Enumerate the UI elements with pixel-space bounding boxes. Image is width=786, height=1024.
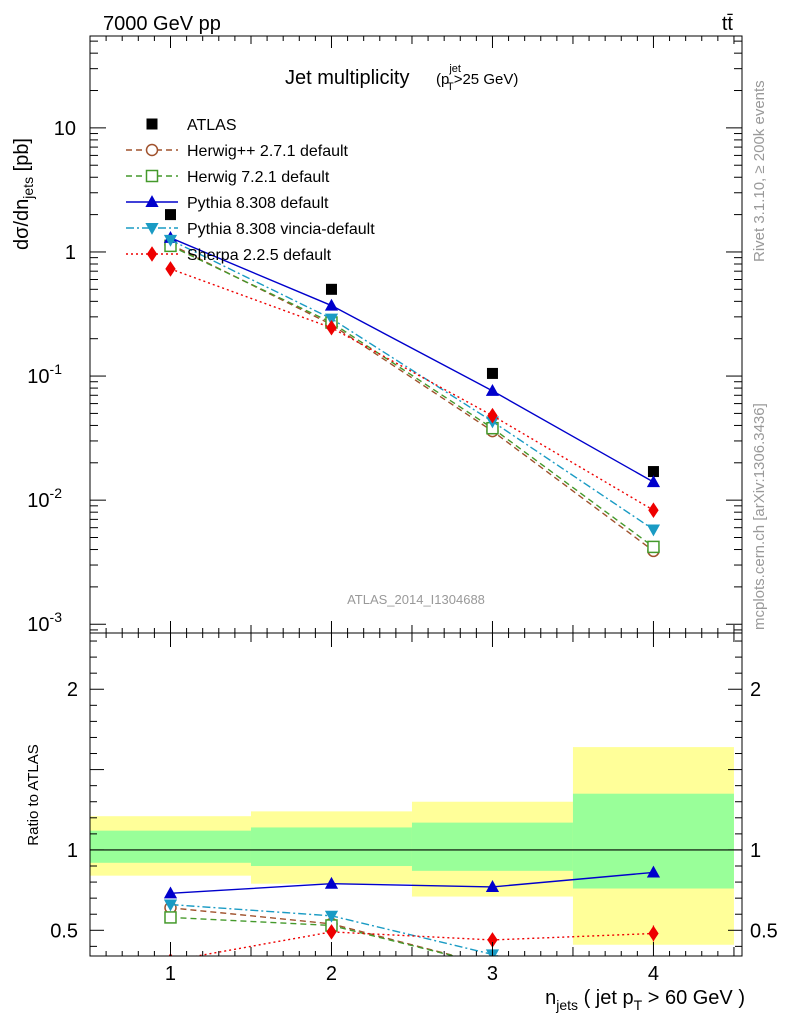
data-point <box>486 367 498 379</box>
legend-marker <box>146 118 158 130</box>
y-tick-label: 1 <box>65 242 76 264</box>
ratio-series-line <box>170 916 457 956</box>
legend-label: Herwig++ 2.7.1 default <box>187 143 349 160</box>
ratio-data-point <box>163 899 178 912</box>
mcplots-label: mcplots.cern.ch [arXiv:1306.3436] <box>751 403 768 630</box>
ratio-series-line <box>170 907 459 956</box>
title-suffix: (pjet T>25 GeV) <box>436 63 518 93</box>
series-line <box>170 237 654 483</box>
series-line <box>170 245 654 548</box>
legend-label: Herwig 7.2.1 default <box>187 169 330 186</box>
stat-uncertainty-band <box>250 827 412 867</box>
legend-marker <box>145 195 159 208</box>
x-axis-label: njets ( jet pT > 60 GeV ) <box>545 987 745 1013</box>
stat-uncertainty-band <box>411 822 573 871</box>
y-tick-label: 10-2 <box>27 485 62 512</box>
ratio-data-point <box>164 911 177 924</box>
ratio-y-tick-label: 1 <box>67 840 78 862</box>
series-line <box>170 239 654 531</box>
data-point <box>325 283 337 295</box>
legend-marker <box>146 246 158 262</box>
rivet-label: Rivet 3.1.10, ≥ 200k events <box>751 80 768 262</box>
data-point <box>164 209 176 221</box>
data-point <box>326 319 337 336</box>
legend-marker <box>145 143 159 157</box>
legend-marker <box>145 222 159 235</box>
ratio-y-tick-label-right: 1 <box>750 840 761 862</box>
x-tick-label: 2 <box>326 963 337 985</box>
ratio-data-point <box>326 924 337 940</box>
series-line <box>170 243 654 552</box>
ratio-data-point <box>163 886 178 899</box>
ratio-series-group <box>163 865 661 956</box>
data-point <box>646 524 661 537</box>
data-point <box>487 407 498 424</box>
legend-label: Pythia 8.308 vincia-default <box>187 221 375 238</box>
legend-marker <box>145 169 159 183</box>
ratio-data-point <box>324 910 339 923</box>
data-point <box>485 384 500 396</box>
ratio-panel: 0.5 0.5 1 1 2 2 1 2 3 4 Ratio to ATLAS njets ( jet … <box>25 632 778 1013</box>
y-axis-label: dσ/dnjets [pb] <box>11 138 36 250</box>
legend-label: Pythia 8.308 default <box>187 195 329 212</box>
series-line <box>170 268 654 511</box>
chart-title: Jet multiplicity <box>285 67 409 89</box>
data-point <box>646 475 661 488</box>
ratio-y-tick-label: 0.5 <box>50 920 78 942</box>
data-point <box>165 261 176 277</box>
data-point <box>163 234 178 247</box>
ratio-y-tick-label: 2 <box>67 679 78 701</box>
ratio-series-line <box>170 871 654 895</box>
x-tick-label: 4 <box>648 963 659 985</box>
y-tick-label: 10 <box>54 118 76 140</box>
legend-label: Sherpa 2.2.5 default <box>187 247 332 264</box>
watermark: ATLAS_2014_I1304688 <box>347 592 485 607</box>
ratio-y-tick-label-right: 2 <box>750 679 761 701</box>
data-point <box>324 298 339 311</box>
legend-label: ATLAS <box>187 117 237 134</box>
ratio-frame <box>89 632 743 957</box>
ratio-data-point <box>324 876 339 889</box>
main-panel: 10-3 10-2 10-1 1 10 dσ/dnjets [pb] Jet multipl… <box>11 35 743 636</box>
stat-uncertainty-band <box>90 830 251 863</box>
ratio-y-axis-label: Ratio to ATLAS <box>25 744 42 845</box>
energy-label: 7000 GeV pp <box>103 13 221 35</box>
ratio-y-tick-label-right: 0.5 <box>750 920 778 942</box>
data-point <box>647 466 659 478</box>
y-tick-label: 10-3 <box>27 609 62 636</box>
ratio-series-line <box>170 903 501 956</box>
x-tick-label: 1 <box>165 963 176 985</box>
y-tick-label: 10-1 <box>27 361 62 388</box>
data-point <box>324 313 339 326</box>
data-point <box>647 540 660 554</box>
process-label: tt̄ <box>722 13 734 35</box>
ratio-data-point <box>485 880 500 892</box>
x-tick-label: 3 <box>487 963 498 985</box>
data-point <box>648 502 659 518</box>
